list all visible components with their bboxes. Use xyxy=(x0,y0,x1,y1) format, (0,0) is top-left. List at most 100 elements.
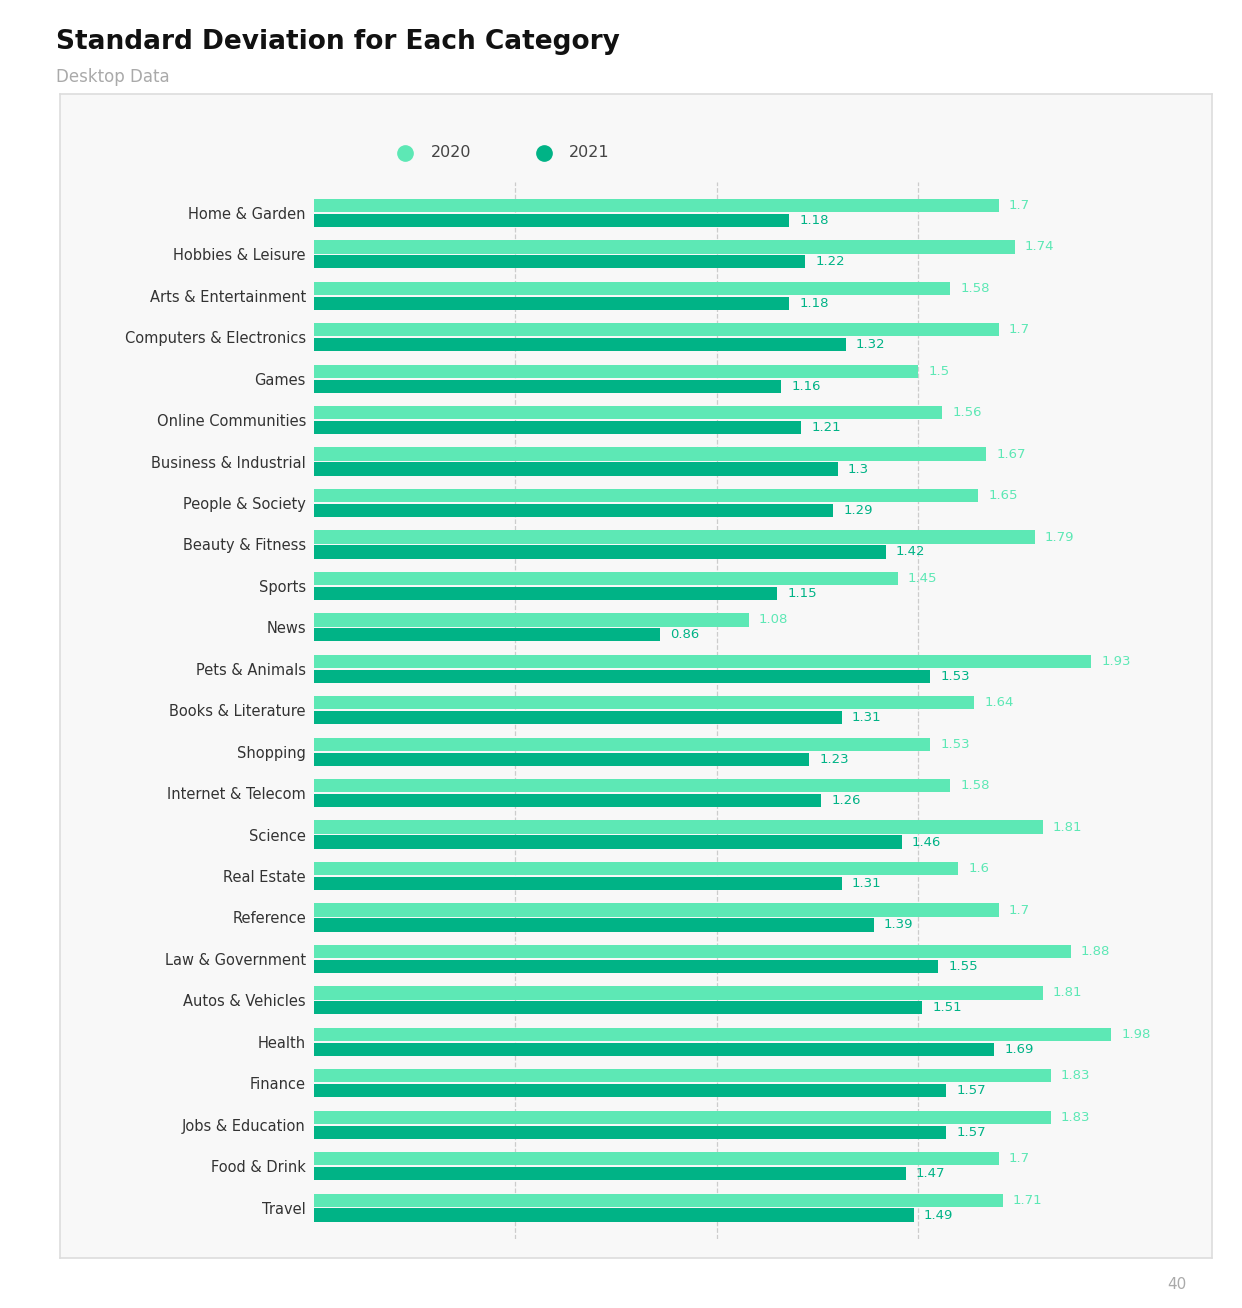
Bar xyxy=(314,447,986,460)
Bar xyxy=(314,780,950,793)
Text: 1.23: 1.23 xyxy=(820,752,850,765)
Bar xyxy=(314,696,975,709)
Text: 1.7: 1.7 xyxy=(1009,199,1030,212)
Text: 1.16: 1.16 xyxy=(791,379,821,392)
Bar xyxy=(314,241,1015,254)
Bar xyxy=(314,1084,946,1097)
Bar xyxy=(314,836,902,849)
Text: 1.56: 1.56 xyxy=(953,407,981,419)
Text: 2020: 2020 xyxy=(431,145,471,160)
Bar xyxy=(314,752,810,765)
Text: 40: 40 xyxy=(1167,1278,1186,1292)
Text: 1.81: 1.81 xyxy=(1053,820,1082,833)
Text: 1.53: 1.53 xyxy=(940,670,970,683)
Bar xyxy=(314,738,930,751)
Bar xyxy=(314,297,789,310)
Text: 1.08: 1.08 xyxy=(759,613,789,627)
Bar xyxy=(314,794,821,807)
Text: 0.86: 0.86 xyxy=(671,628,699,641)
Bar xyxy=(314,572,898,585)
Text: 1.67: 1.67 xyxy=(996,447,1026,460)
Text: 1.98: 1.98 xyxy=(1122,1028,1150,1041)
Bar xyxy=(314,530,1035,544)
Bar xyxy=(314,255,805,268)
Bar xyxy=(314,1042,995,1056)
Bar xyxy=(314,1110,1051,1124)
Bar xyxy=(314,421,801,434)
Text: 1.57: 1.57 xyxy=(956,1084,986,1097)
Bar xyxy=(314,545,886,559)
Text: 1.45: 1.45 xyxy=(908,572,938,585)
Text: 1.47: 1.47 xyxy=(917,1167,945,1180)
Bar xyxy=(314,960,938,973)
Text: 1.53: 1.53 xyxy=(940,738,970,751)
Text: 1.83: 1.83 xyxy=(1061,1110,1090,1124)
Text: 1.3: 1.3 xyxy=(847,463,868,476)
Bar xyxy=(314,405,943,420)
Text: 1.21: 1.21 xyxy=(811,421,841,434)
Text: 1.22: 1.22 xyxy=(815,255,845,268)
Text: 1.57: 1.57 xyxy=(956,1126,986,1139)
Bar xyxy=(314,281,950,296)
Text: 1.83: 1.83 xyxy=(1061,1070,1090,1082)
Bar xyxy=(314,712,842,725)
Text: 1.15: 1.15 xyxy=(787,587,817,600)
Bar xyxy=(314,463,837,476)
Bar xyxy=(314,323,999,336)
Text: 1.81: 1.81 xyxy=(1053,986,1082,999)
Bar xyxy=(314,365,918,378)
Bar xyxy=(314,199,999,212)
Text: 1.79: 1.79 xyxy=(1045,531,1074,544)
Text: 1.7: 1.7 xyxy=(1009,904,1030,917)
Text: 1.58: 1.58 xyxy=(960,780,990,793)
Text: 1.74: 1.74 xyxy=(1025,241,1054,254)
Text: 1.26: 1.26 xyxy=(831,794,861,807)
Bar xyxy=(314,1152,999,1165)
Text: 1.42: 1.42 xyxy=(895,545,925,559)
Text: 1.88: 1.88 xyxy=(1081,944,1110,957)
Text: 1.49: 1.49 xyxy=(924,1209,954,1222)
Bar xyxy=(314,1069,1051,1083)
Text: 1.18: 1.18 xyxy=(800,297,828,310)
Bar xyxy=(314,613,749,627)
Text: 1.5: 1.5 xyxy=(928,365,949,378)
Text: 1.69: 1.69 xyxy=(1005,1042,1033,1056)
Bar xyxy=(314,504,833,517)
Text: 1.7: 1.7 xyxy=(1009,323,1030,336)
Bar xyxy=(314,820,1043,833)
Text: 1.71: 1.71 xyxy=(1012,1194,1042,1207)
Text: 2021: 2021 xyxy=(569,145,610,160)
Bar xyxy=(314,1193,1002,1207)
Bar xyxy=(314,587,777,600)
Text: 1.39: 1.39 xyxy=(884,918,913,931)
Text: 1.55: 1.55 xyxy=(948,960,977,973)
Text: 1.31: 1.31 xyxy=(852,712,882,725)
Text: 1.58: 1.58 xyxy=(960,281,990,294)
Bar xyxy=(314,904,999,917)
Bar xyxy=(314,655,1090,668)
Bar xyxy=(314,489,979,502)
Text: 1.64: 1.64 xyxy=(985,696,1013,709)
Text: 1.18: 1.18 xyxy=(800,213,828,226)
Bar xyxy=(314,1001,922,1015)
Text: 1.7: 1.7 xyxy=(1009,1152,1030,1165)
Bar xyxy=(314,337,846,352)
Bar xyxy=(314,213,789,228)
Bar xyxy=(314,986,1043,999)
Text: 1.46: 1.46 xyxy=(912,836,941,849)
Bar xyxy=(314,918,873,931)
Bar xyxy=(314,862,959,875)
Bar xyxy=(314,379,781,392)
Bar xyxy=(314,1167,905,1180)
Bar xyxy=(314,1209,914,1222)
Text: Standard Deviation for Each Category: Standard Deviation for Each Category xyxy=(56,29,620,55)
Text: 1.31: 1.31 xyxy=(852,876,882,889)
Text: 1.93: 1.93 xyxy=(1102,655,1130,668)
Text: 1.29: 1.29 xyxy=(843,504,873,517)
Text: 1.65: 1.65 xyxy=(989,489,1018,502)
Text: 1.32: 1.32 xyxy=(856,339,886,351)
Bar xyxy=(314,628,661,641)
Bar xyxy=(314,1125,946,1139)
Bar xyxy=(314,944,1071,957)
Bar xyxy=(314,670,930,683)
